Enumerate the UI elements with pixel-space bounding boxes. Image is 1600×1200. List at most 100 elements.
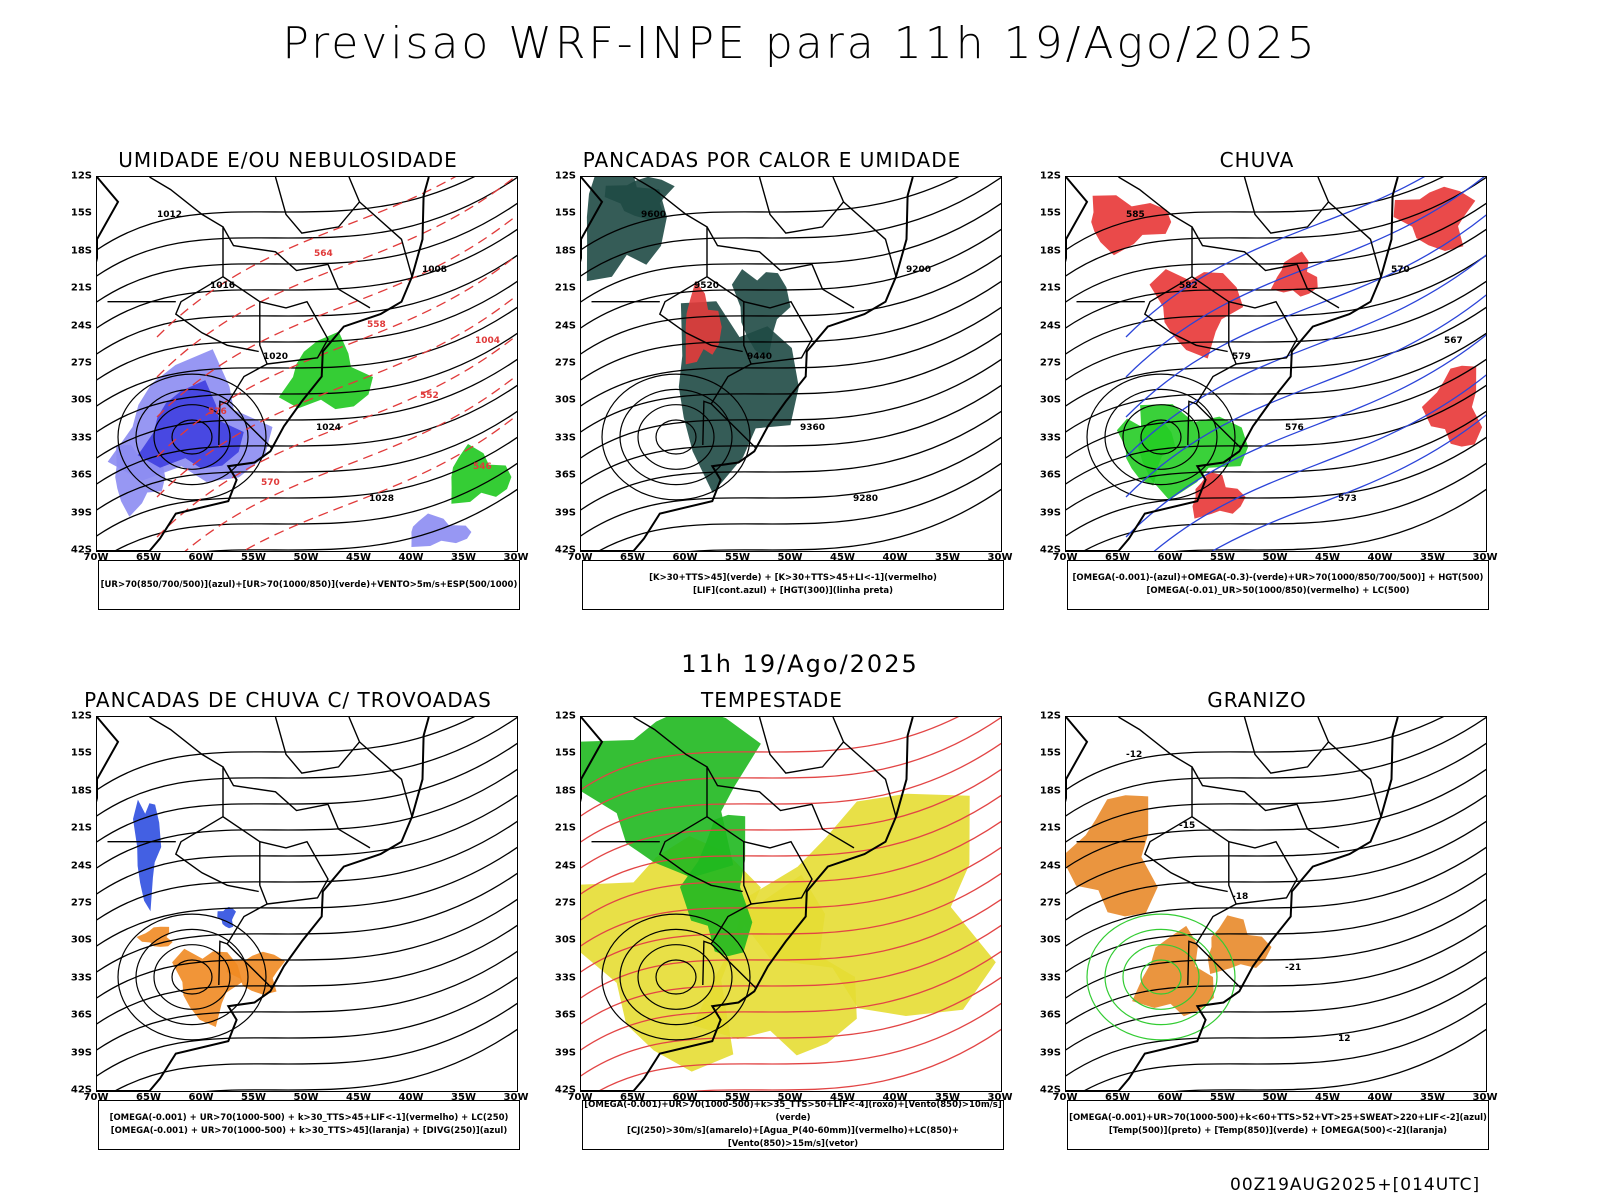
coastline — [97, 717, 430, 1091]
lon-tick-label: 45W — [1315, 552, 1340, 563]
isoline — [597, 462, 1001, 551]
isoline — [97, 976, 517, 1077]
lon-tick-label: 55W — [1210, 552, 1235, 563]
contour-value-label: 1008 — [422, 265, 447, 275]
isoline — [581, 924, 1001, 1025]
legend-line: [LIF](cont.azul) + [HGT(300)](linha pret… — [692, 586, 894, 596]
low-pressure-ring — [655, 419, 697, 455]
isoline — [1066, 717, 1445, 791]
shaded-field — [693, 874, 857, 1056]
lat-tick-label: 18S — [70, 785, 92, 797]
secondary-contour — [1125, 254, 1486, 458]
isoline — [97, 820, 517, 921]
isoline — [581, 384, 1001, 485]
low-pressure-ring — [135, 388, 249, 486]
lat-tick-label: 30S — [1039, 934, 1061, 946]
lat-tick-label: 39S — [70, 507, 92, 519]
lat-tick-label: 21S — [1039, 822, 1061, 834]
lat-tick-label: 27S — [1039, 357, 1061, 369]
lon-tick-label: 40W — [882, 1092, 908, 1103]
isoline — [1082, 1002, 1486, 1091]
low-pressure-ring — [171, 419, 213, 455]
country-border — [702, 400, 712, 446]
lon-tick-label: 35W — [935, 1092, 960, 1103]
isoline — [97, 358, 517, 459]
country-border — [327, 264, 371, 309]
lat-tick-label: 24S — [70, 320, 92, 332]
lat-tick-label: 12S — [554, 170, 576, 182]
lon-axis: 70W 65W 60W 55W 50W 45W 40W 35W 30W — [1053, 1092, 1498, 1104]
contour-value-label: 582 — [1179, 281, 1198, 291]
secondary-contour — [184, 374, 517, 551]
lon-tick-label: 40W — [398, 1092, 424, 1103]
lat-tick-label: 21S — [1039, 282, 1061, 294]
lat-tick-label: 24S — [554, 320, 576, 332]
isoline — [581, 177, 960, 251]
lat-tick-label: 33S — [1039, 972, 1061, 984]
panel-title: CHUVA — [1219, 148, 1295, 172]
isoline — [1066, 410, 1486, 511]
legend-line: [OMEGA(-0.001) + UR>70(1000-500) + k>30_… — [110, 1126, 508, 1136]
forecast-map: 585 582 579 576 573 570 567 — [1065, 176, 1487, 552]
country-border — [1243, 717, 1330, 774]
country-border — [274, 177, 361, 234]
low-pressure-ring — [619, 388, 733, 486]
lat-tick-label: 42S — [1039, 1084, 1061, 1096]
isoline — [581, 898, 1001, 999]
lat-tick-label: 36S — [70, 469, 92, 481]
low-pressure-ring — [1140, 959, 1182, 995]
low-pressure-ring — [1104, 928, 1218, 1026]
forecast-map — [580, 716, 1002, 1092]
lon-tick-label: 45W — [830, 552, 855, 563]
isoline — [206, 1028, 517, 1091]
forecast-map: 9600 9520 9440 9360 9280 9200 — [580, 176, 1002, 552]
isoline — [97, 846, 517, 947]
legend-line: [OMEGA(-0.001)+UR>70(1000-500)+k<60+TTS>… — [1069, 1113, 1487, 1123]
lon-tick-label: 45W — [830, 1092, 855, 1103]
isoline — [581, 177, 1001, 277]
isoline — [581, 872, 1001, 973]
coastline — [581, 177, 914, 551]
lat-tick-label: 27S — [1039, 897, 1061, 909]
isoline — [581, 717, 960, 791]
secondary-contour — [1125, 294, 1486, 498]
contour-value-label: 570 — [261, 478, 280, 488]
country-border — [633, 177, 756, 448]
lat-tick-label: 36S — [554, 1009, 576, 1021]
contour-value-label: 576 — [208, 407, 227, 417]
shaded-field — [136, 926, 173, 947]
country-border — [633, 717, 756, 988]
country-border — [1328, 201, 1382, 277]
lat-tick-label: 39S — [1039, 507, 1061, 519]
contour-value-label: -18 — [1232, 892, 1248, 902]
isoline — [1066, 742, 1486, 843]
contour-value-label: 9200 — [906, 265, 931, 275]
lat-tick-label: 36S — [70, 1009, 92, 1021]
isoline — [1066, 306, 1486, 407]
lon-tick-label: 35W — [1420, 1092, 1445, 1103]
secondary-contour — [156, 177, 457, 338]
map-canvas — [97, 717, 517, 1091]
isoline — [581, 436, 1001, 537]
panel-pancadas-calor: PANCADAS POR CALOR E UMIDADE 12S 15S 18S 21S… — [532, 148, 1012, 648]
lon-tick-label: 60W — [1157, 1092, 1183, 1103]
lat-tick-label: 30S — [1039, 394, 1061, 406]
lat-tick-label: 15S — [1039, 207, 1061, 219]
lon-tick-label: 70W — [567, 1092, 593, 1103]
contour-value-label: 9360 — [800, 423, 825, 433]
country-border — [702, 940, 712, 986]
lat-tick-label: 30S — [554, 934, 576, 946]
country-border — [758, 177, 845, 234]
run-footer: 00Z19AUG2025+[014UTC] — [1230, 1175, 1481, 1195]
contour-value-label: 570 — [1391, 265, 1410, 275]
lon-tick-label: 60W — [188, 552, 214, 563]
low-pressure-ring — [601, 373, 751, 501]
secondary-contour — [1125, 334, 1486, 538]
isoline — [1066, 202, 1486, 303]
isoline — [206, 488, 517, 551]
isoline — [1066, 768, 1486, 869]
isoline — [1066, 846, 1486, 947]
isoline — [581, 358, 1001, 459]
lat-tick-label: 33S — [554, 432, 576, 444]
isoline — [581, 820, 1001, 921]
